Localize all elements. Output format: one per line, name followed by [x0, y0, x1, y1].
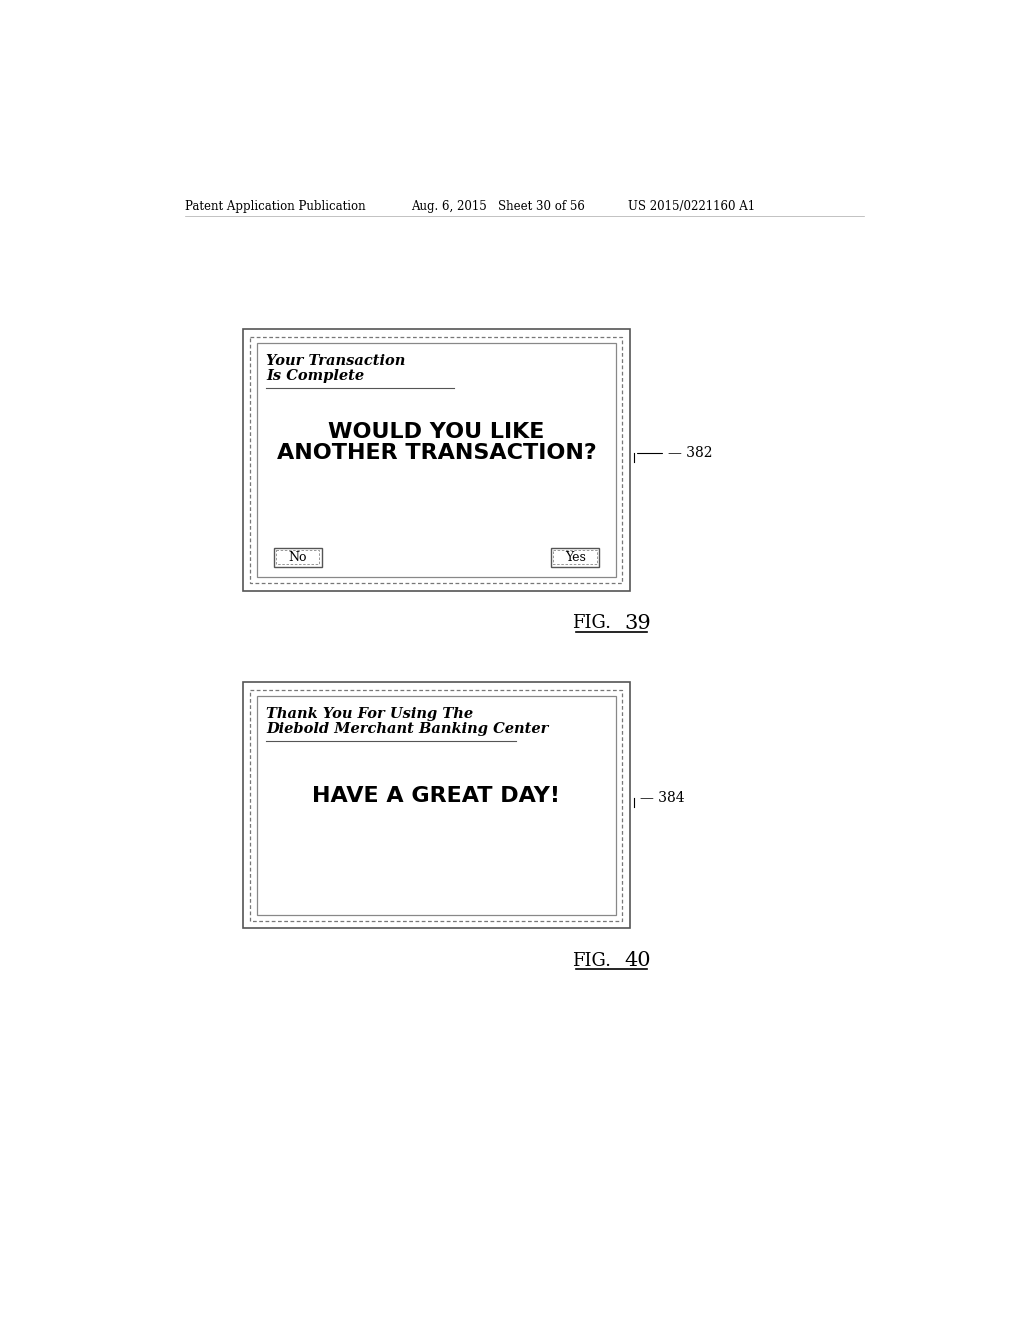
Bar — [251, 689, 623, 921]
Text: Diebold Merchant Banking Center: Diebold Merchant Banking Center — [266, 722, 548, 737]
Bar — [243, 682, 630, 928]
Bar — [251, 337, 623, 583]
Bar — [551, 548, 599, 566]
Bar — [554, 550, 597, 564]
Text: No: No — [289, 550, 307, 564]
Text: US 2015/0221160 A1: US 2015/0221160 A1 — [628, 199, 755, 213]
Bar — [273, 548, 322, 566]
Text: WOULD YOU LIKE: WOULD YOU LIKE — [329, 422, 545, 442]
Text: — 382: — 382 — [669, 446, 713, 459]
Text: — 384: — 384 — [640, 791, 685, 804]
Text: HAVE A GREAT DAY!: HAVE A GREAT DAY! — [312, 785, 560, 807]
Text: ANOTHER TRANSACTION?: ANOTHER TRANSACTION? — [276, 444, 596, 463]
Text: FIG.: FIG. — [571, 952, 611, 970]
Text: 39: 39 — [625, 614, 651, 634]
Text: FIG.: FIG. — [571, 615, 611, 632]
Bar — [257, 696, 616, 915]
Text: Your Transaction: Your Transaction — [266, 354, 406, 368]
Text: Patent Application Publication: Patent Application Publication — [184, 199, 366, 213]
Bar — [243, 330, 630, 591]
Text: Thank You For Using The: Thank You For Using The — [266, 706, 473, 721]
Bar — [276, 550, 319, 564]
Bar — [257, 343, 616, 577]
Text: Is Complete: Is Complete — [266, 370, 365, 383]
Text: Yes: Yes — [565, 550, 586, 564]
Text: 40: 40 — [625, 952, 651, 970]
Text: Aug. 6, 2015   Sheet 30 of 56: Aug. 6, 2015 Sheet 30 of 56 — [411, 199, 585, 213]
